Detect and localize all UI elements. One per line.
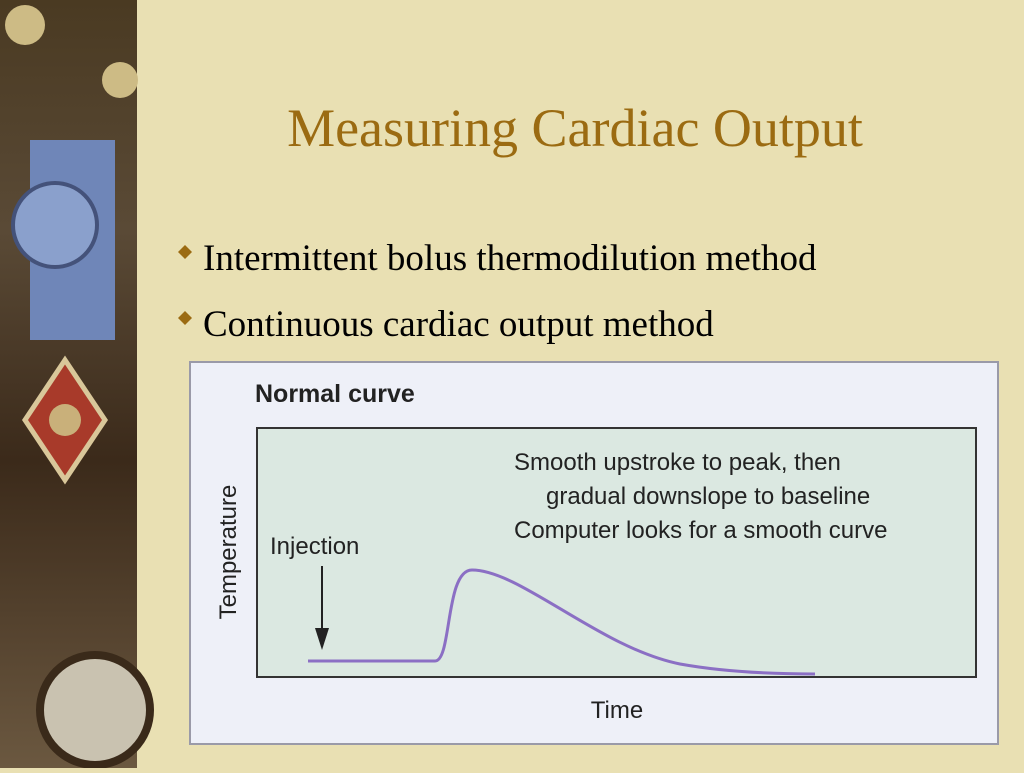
figure-note: Smooth upstroke to peak, then	[514, 449, 841, 476]
bullet-marker	[178, 311, 192, 325]
decor-button	[102, 62, 138, 98]
figure-title: Normal curve	[255, 380, 415, 408]
decor-medal-center	[49, 404, 81, 436]
decor-button	[5, 5, 45, 45]
figure-note: Computer looks for a smooth curve	[514, 517, 888, 544]
injection-arrowhead	[315, 628, 329, 650]
decor-compass	[36, 651, 154, 769]
x-axis-label: Time	[591, 697, 643, 724]
injection-label: Injection	[270, 533, 359, 560]
figure-note: gradual downslope to baseline	[546, 483, 870, 510]
decor-rosette	[11, 181, 99, 269]
slide-title: Measuring Cardiac Output	[287, 98, 863, 158]
y-axis-label: Temperature	[215, 485, 242, 620]
bullet-text: Intermittent bolus thermodilution method	[203, 238, 817, 279]
plot-area	[256, 427, 977, 678]
bullet-marker	[178, 245, 192, 259]
temperature-curve	[308, 568, 816, 676]
bullet-text: Continuous cardiac output method	[203, 304, 714, 345]
